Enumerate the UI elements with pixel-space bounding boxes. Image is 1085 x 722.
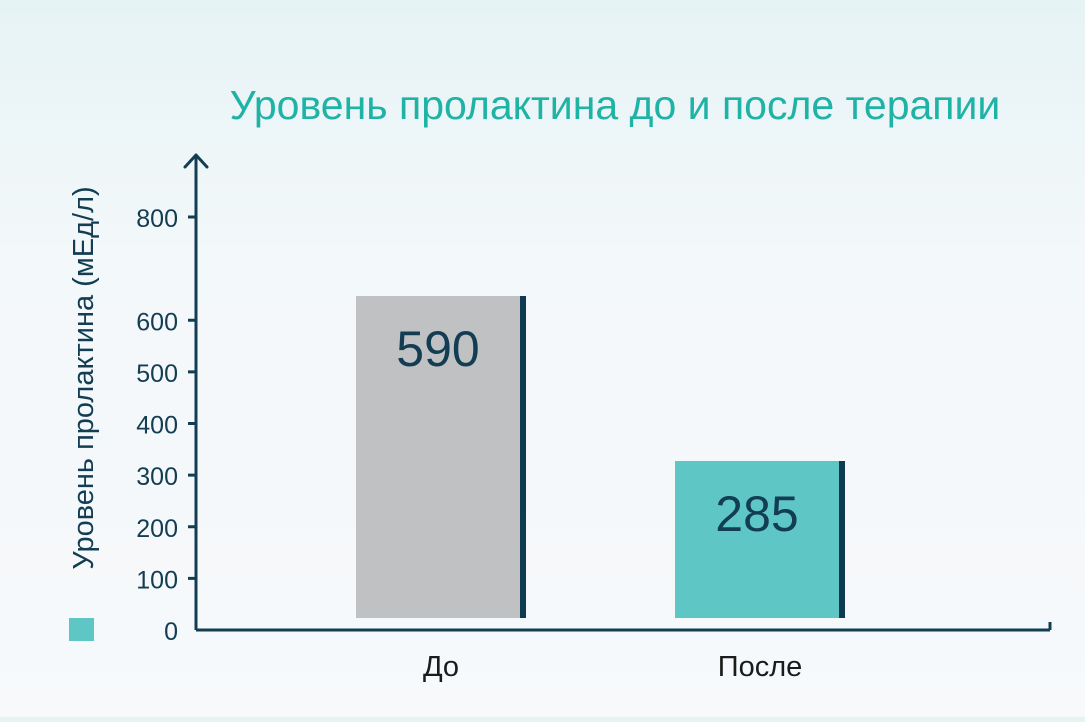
- y-tick-label: 300: [136, 463, 178, 491]
- y-tick-label: 500: [136, 360, 178, 388]
- y-axis-arrow: [183, 153, 209, 169]
- x-tick-label: После: [718, 651, 803, 683]
- chart-title: Уровень пролактина до и после терапии: [230, 82, 1001, 128]
- y-tick-label: 100: [136, 566, 178, 594]
- y-axis-label: Уровень пролактина (мЕд/л): [68, 186, 100, 569]
- bar: [356, 296, 520, 618]
- y-tick-label: 800: [136, 205, 178, 233]
- bar-edge: [839, 461, 845, 618]
- y-tick-label: 200: [136, 515, 178, 543]
- plot-area: 0 100 200 300 400 500 600 800 590 До 285 После: [136, 153, 1052, 683]
- legend-swatch: [69, 618, 94, 641]
- y-tick-label: 0: [164, 618, 178, 646]
- x-tick-label: До: [423, 651, 459, 683]
- y-tick-label: 600: [136, 308, 178, 336]
- data-label: 285: [715, 486, 798, 542]
- bar-edge: [520, 296, 526, 618]
- data-label: 590: [396, 321, 479, 377]
- y-tick-label: 400: [136, 412, 178, 440]
- bar: [675, 461, 839, 618]
